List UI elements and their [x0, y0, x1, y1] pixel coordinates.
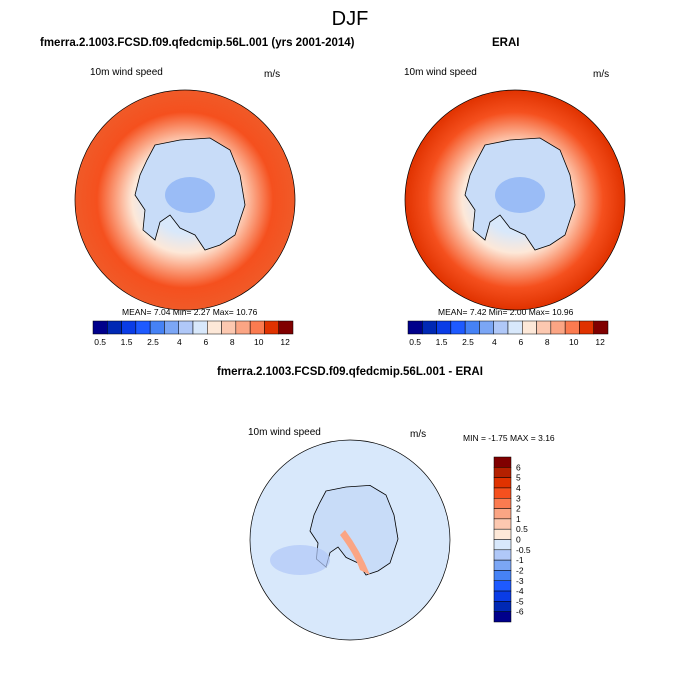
colorbar-2-box [479, 320, 494, 335]
colorbar-3-box [493, 518, 512, 530]
colorbar-3-box [493, 539, 512, 551]
colorbar-3-box [493, 467, 512, 478]
low-wind-region-2 [495, 177, 545, 213]
colorbar-3-box [493, 590, 512, 602]
panel2-units: m/s [593, 69, 610, 80]
low-wind-region-1 [165, 177, 215, 213]
panel3-units: m/s [410, 429, 427, 440]
colorbar-1-box [192, 320, 208, 335]
colorbar-1-box [107, 320, 122, 335]
colorbar-3-tick-label: 4 [516, 483, 521, 493]
colorbar-3-tick-label: 2 [516, 504, 521, 514]
antarctica-coastline-3 [309, 484, 399, 576]
colorbar-1-box [235, 320, 251, 335]
colorbar-2-tick-label: 8 [545, 337, 550, 347]
positive-diff-region [340, 530, 370, 575]
colorbar-2-box [550, 320, 566, 335]
panel1-variable: 10m wind speed [90, 67, 163, 78]
colorbar-3-tick-label: -5 [516, 596, 524, 606]
panel1-units: m/s [264, 69, 281, 80]
colorbar-1-box [207, 320, 222, 335]
colorbar-3-box [493, 580, 512, 592]
colorbar-2-box [436, 320, 452, 335]
colorbar-2-tick-label: 12 [595, 337, 605, 347]
colorbar-2-tick-label: 2.5 [462, 337, 474, 347]
colorbar-3-tick-label: -3 [516, 576, 524, 586]
panel2-title: ERAI [492, 37, 520, 49]
colorbar-3-box [493, 498, 512, 509]
colorbar-3-box [493, 549, 512, 561]
negative-diff-region [270, 545, 330, 575]
colorbar-3-box [493, 456, 512, 468]
colorbar-1-box [249, 320, 265, 335]
colorbar-2-tick-label: 0.5 [409, 337, 421, 347]
colorbar-2-tick-label: 1.5 [436, 337, 448, 347]
colorbar-1-box [178, 320, 194, 335]
colorbar-1-tick-label: 6 [203, 337, 208, 347]
colorbar-1-box [149, 320, 165, 335]
colorbar-3-box [493, 508, 512, 520]
figure-title: DJF [331, 8, 369, 30]
colorbar-1-tick-label: 8 [230, 337, 235, 347]
colorbar-3-tick-label: -1 [516, 555, 524, 565]
panel3-stats: MIN = -1.75 MAX = 3.16 [463, 433, 555, 443]
colorbar-1-tick-label: 1.5 [121, 337, 133, 347]
colorbar-2-tick-label: 10 [569, 337, 579, 347]
colorbar-3-tick-label: 0.5 [516, 524, 528, 534]
colorbar-3-box [493, 559, 512, 571]
colorbar-3-box [493, 477, 512, 489]
colorbar-1-box [92, 320, 108, 335]
colorbar-1-box [278, 320, 294, 335]
colorbar-1-box [164, 320, 179, 335]
colorbar-1-box [221, 320, 237, 335]
colorbar-3-tick-label: 1 [516, 514, 521, 524]
colorbar-3-tick-label: -2 [516, 565, 524, 575]
colorbar-2-box [450, 320, 466, 335]
colorbar-3-tick-label: -4 [516, 586, 524, 596]
colorbar-1-tick-label: 10 [254, 337, 264, 347]
colorbar-2-box [522, 320, 537, 335]
colorbar-2-tick-label: 6 [518, 337, 523, 347]
colorbar-3-box [493, 487, 512, 499]
colorbar-3-tick-label: 0 [516, 535, 521, 545]
colorbar-2-box [422, 320, 437, 335]
colorbar-2-box [564, 320, 580, 335]
colorbar-3-tick-label: -0.5 [516, 545, 531, 555]
colorbar-3-box [493, 611, 512, 623]
colorbar-1-box [264, 320, 279, 335]
colorbar-2-tick-label: 4 [492, 337, 497, 347]
colorbar-2-box [407, 320, 423, 335]
colorbar-3-box [493, 570, 512, 581]
panel2-stats: MEAN= 7.42 Min= 2.00 Max= 10.96 [438, 307, 574, 317]
colorbar-1-tick-label: 2.5 [147, 337, 159, 347]
colorbar-3-tick-label: 6 [516, 462, 521, 472]
colorbar-2-box [593, 320, 609, 335]
panel1-stats: MEAN= 7.04 Min= 2.27 Max= 10.76 [122, 307, 258, 317]
colorbar-3-box [493, 601, 512, 612]
colorbar-3-tick-label: 5 [516, 473, 521, 483]
colorbar-3-box [493, 528, 512, 540]
colorbar-2-box [579, 320, 594, 335]
panel2-variable: 10m wind speed [404, 67, 477, 78]
panel3-title: fmerra.2.1003.FCSD.f09.qfedcmip.56L.001 … [217, 366, 483, 378]
colorbar-3-tick-label: -6 [516, 607, 524, 617]
colorbar-1-tick-label: 0.5 [94, 337, 106, 347]
colorbar-1-tick-label: 4 [177, 337, 182, 347]
colorbar-2-box [536, 320, 552, 335]
colorbar-1-box [121, 320, 137, 335]
colorbar-3-tick-label: 3 [516, 493, 521, 503]
panel1-title: fmerra.2.1003.FCSD.f09.qfedcmip.56L.001 … [40, 37, 355, 49]
colorbar-1-box [135, 320, 151, 335]
colorbar-2-box [507, 320, 523, 335]
colorbar-2-box [464, 320, 480, 335]
panel3-variable: 10m wind speed [248, 427, 321, 438]
colorbar-2-box [493, 320, 509, 335]
colorbar-1-tick-label: 12 [280, 337, 290, 347]
